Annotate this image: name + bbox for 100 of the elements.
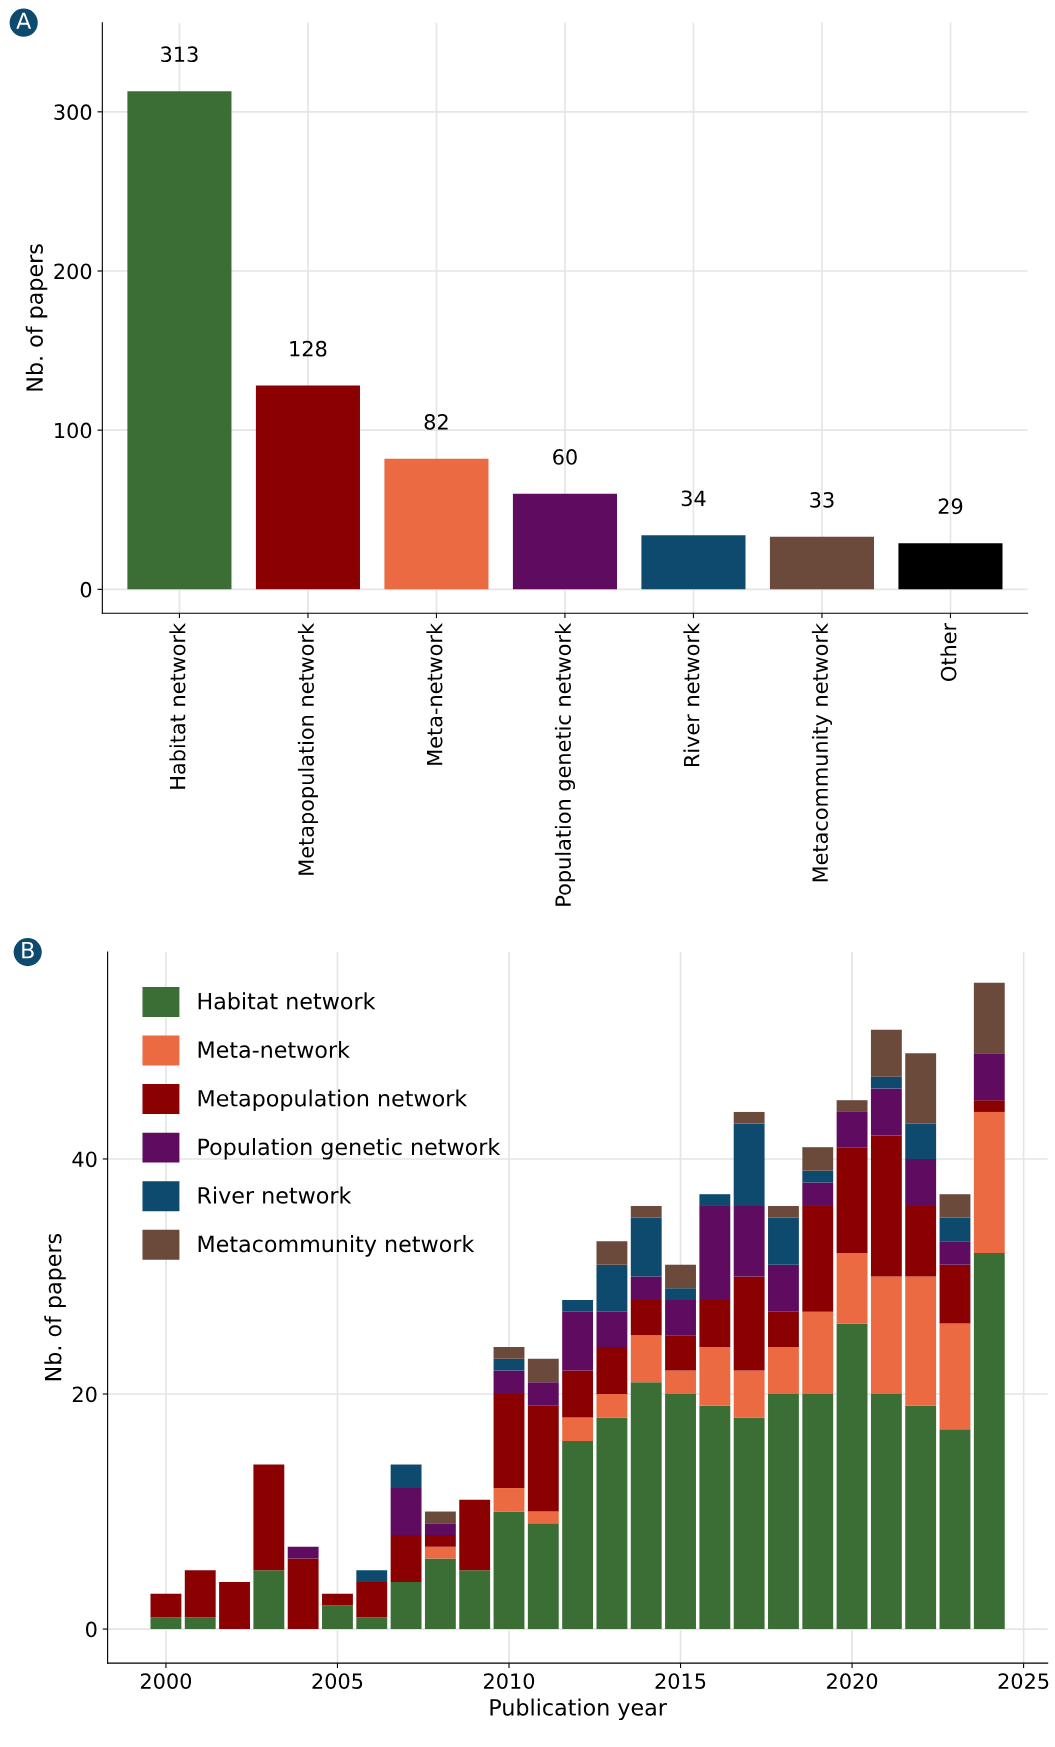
bar: [493, 1511, 525, 1630]
x-tick-label: 2005: [312, 1673, 363, 1689]
y-axis-title: Nb. of papers: [44, 1233, 66, 1381]
bar: [699, 1299, 731, 1347]
bar: [527, 1358, 559, 1383]
x-tick-label: 2015: [655, 1673, 706, 1689]
bar: [527, 1523, 559, 1630]
x-tick-label: Other: [940, 622, 957, 681]
bar: [870, 1135, 902, 1277]
bar: [424, 1558, 456, 1630]
bar: [390, 1464, 422, 1489]
bar: [905, 1053, 937, 1124]
bar: [665, 1299, 696, 1336]
bar: [665, 1264, 696, 1289]
bar: [512, 493, 617, 590]
bar: [905, 1158, 937, 1206]
bar: [253, 1570, 285, 1630]
bar: [973, 1252, 1005, 1630]
bar: [630, 1299, 662, 1336]
bar: [596, 1394, 628, 1418]
data-label: 313: [161, 46, 198, 63]
bar: [905, 1123, 937, 1159]
bar: [973, 1111, 1005, 1253]
y-tick-label: 100: [55, 422, 92, 439]
legend-label: Metapopulation network: [198, 1089, 468, 1111]
y-tick-label: 200: [54, 263, 92, 280]
bar: [356, 1582, 388, 1618]
bar: [733, 1123, 765, 1206]
x-tick-label: Habitat network: [169, 622, 186, 789]
x-tick-label: Metapopulation network: [297, 622, 319, 875]
bar: [905, 1405, 937, 1630]
bar: [459, 1570, 491, 1630]
bar: [802, 1311, 834, 1395]
bar: [424, 1511, 456, 1524]
bar: [630, 1217, 662, 1277]
y-tick-label: 20: [72, 1386, 97, 1403]
bar: [768, 1394, 799, 1630]
y-tick-label: 40: [72, 1151, 97, 1168]
bar: [939, 1217, 971, 1242]
bar: [493, 1347, 525, 1359]
x-tick-label: 2020: [827, 1673, 878, 1689]
bar: [390, 1488, 422, 1536]
text: A: [16, 12, 32, 29]
bar: [699, 1205, 731, 1300]
bar: [287, 1558, 319, 1630]
y-tick-label: 300: [54, 104, 92, 121]
bar: [322, 1605, 353, 1630]
bar: [562, 1311, 594, 1371]
legend-label: River network: [198, 1186, 352, 1204]
legend-label: Population genetic network: [198, 1138, 501, 1160]
bar: [870, 1088, 902, 1136]
bar: [596, 1347, 628, 1395]
bar: [699, 1194, 731, 1206]
bar: [424, 1535, 456, 1547]
bar: [596, 1241, 628, 1265]
bar: [424, 1523, 456, 1536]
bar: [769, 536, 875, 590]
bar: [596, 1264, 628, 1312]
bar: [768, 1311, 799, 1347]
bar: [184, 1617, 216, 1630]
bar: [253, 1464, 285, 1571]
bar: [836, 1100, 868, 1112]
bar: [733, 1276, 765, 1371]
bar: [699, 1405, 731, 1630]
bar: [596, 1311, 628, 1347]
x-tick-label: River network: [683, 622, 700, 767]
x-tick-label: Metacommunity network: [811, 622, 833, 882]
bar: [596, 1417, 628, 1630]
bar: [802, 1170, 834, 1183]
bar: [493, 1358, 525, 1371]
bar: [562, 1417, 594, 1442]
bar: [939, 1194, 971, 1218]
bar: [287, 1546, 319, 1559]
bar: [356, 1617, 388, 1630]
bar: [836, 1111, 868, 1148]
bar: [905, 1205, 937, 1277]
bar: [973, 1053, 1005, 1101]
data-label: 82: [424, 414, 448, 430]
bar: [356, 1570, 388, 1583]
bar: [836, 1323, 868, 1630]
bar: [733, 1417, 765, 1630]
bar: [390, 1535, 422, 1583]
data-label: 34: [681, 490, 706, 507]
bar: [562, 1370, 594, 1418]
bar: [424, 1546, 456, 1559]
bar: [527, 1382, 559, 1406]
bar: [493, 1394, 525, 1489]
legend-label: Habitat network: [198, 992, 376, 1010]
bar: [802, 1394, 834, 1630]
y-axis-title: Nb. of papers: [25, 244, 48, 391]
bar: [665, 1394, 696, 1630]
bar: [527, 1405, 559, 1512]
x-tick-label: 2000: [140, 1673, 192, 1689]
bar: [127, 91, 232, 590]
x-tick-label: Meta-network: [426, 622, 443, 765]
bar: [898, 543, 1003, 590]
bar: [802, 1182, 834, 1206]
bar: [562, 1441, 594, 1630]
bar: [184, 1570, 216, 1618]
bar: [699, 1347, 731, 1406]
